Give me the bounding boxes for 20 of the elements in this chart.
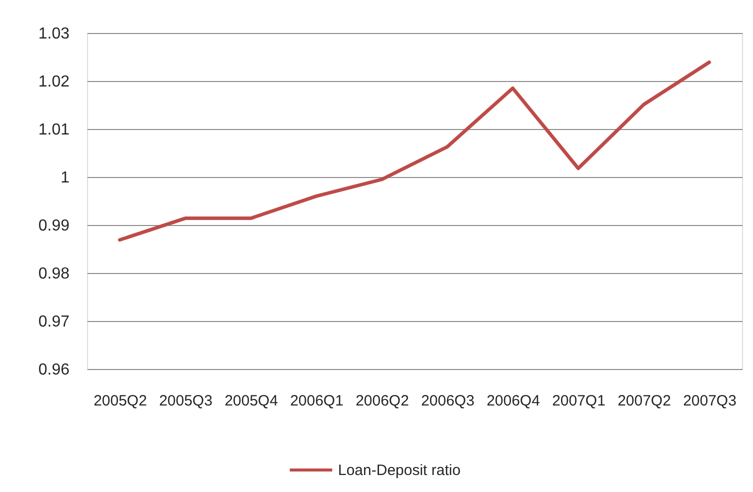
y-tick-label: 1.02 [38,74,70,90]
y-tick-label: 0.96 [38,362,70,378]
x-tick-label: 2007Q1 [552,392,606,410]
x-tick-label: 2006Q3 [421,392,474,410]
x-tick-label: 2007Q3 [683,392,736,410]
x-tick-label: 2006Q4 [486,392,540,410]
x-tick-label: 2006Q2 [356,392,409,410]
x-tick-label: 2007Q2 [618,392,671,410]
legend-label: Loan-Deposit ratio [338,462,461,479]
y-tick-label: 0.98 [38,266,70,282]
x-tick-label: 2006Q1 [290,392,344,410]
y-tick-label: 0.97 [38,314,70,330]
line-series [118,60,711,242]
x-tick-label: 2005Q4 [224,392,278,410]
y-tick-label: 1.03 [38,26,70,42]
y-tick-label: 0.99 [38,218,70,234]
x-tick-label: 2005Q2 [94,392,147,410]
y-tick-label: 1 [60,170,70,186]
y-tick-label: 1.01 [38,122,70,138]
x-tick-label: 2005Q3 [159,392,212,410]
